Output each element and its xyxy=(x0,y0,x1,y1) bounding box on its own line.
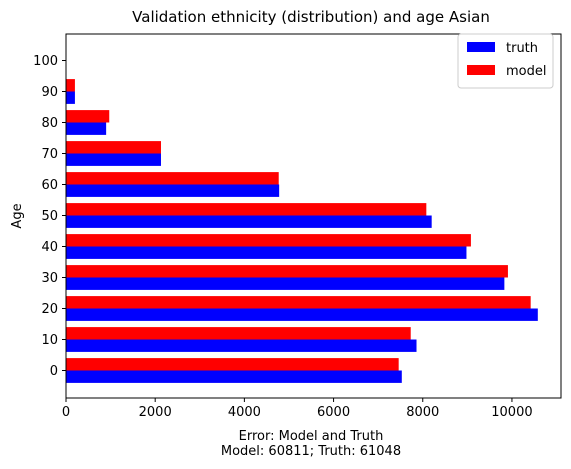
y-axis-label: Age xyxy=(10,203,25,228)
y-tick-label: 0 xyxy=(50,364,58,379)
x-tick-label: 2000 xyxy=(139,405,172,420)
bar-model-age-10 xyxy=(66,327,411,340)
y-tick-label: 50 xyxy=(41,209,58,224)
legend: truth model xyxy=(457,33,554,89)
x-tick-label: 10000 xyxy=(491,405,532,420)
y-tick-label: 60 xyxy=(41,178,58,193)
y-tick-label: 40 xyxy=(41,240,58,255)
bar-model-age-90 xyxy=(66,79,75,92)
x-axis-label-line-1: Error: Model and Truth xyxy=(239,429,384,444)
bar-model-age-70 xyxy=(66,141,161,154)
plot-frame xyxy=(65,33,562,399)
bar-truth-age-50 xyxy=(66,215,432,228)
bar-truth-age-10 xyxy=(66,339,417,352)
x-tick-label: 8000 xyxy=(406,405,439,420)
bar-model-age-50 xyxy=(66,203,427,216)
bar-truth-age-60 xyxy=(66,184,280,197)
bar-model-age-0 xyxy=(66,358,399,371)
x-tick-label: 6000 xyxy=(317,405,350,420)
y-tick-label: 70 xyxy=(41,147,58,162)
y-tick-label: 80 xyxy=(41,116,58,131)
bar-model-age-40 xyxy=(66,234,471,247)
legend-swatch-model xyxy=(467,65,495,75)
legend-label-model: model xyxy=(506,64,546,79)
y-tick-label: 30 xyxy=(41,271,58,286)
legend-swatch-truth xyxy=(467,42,495,52)
bar-model-age-80 xyxy=(66,110,110,123)
x-axis-label-line-2: Model: 60811; Truth: 61048 xyxy=(221,444,401,459)
bar-model-age-30 xyxy=(66,265,508,278)
y-tick-label: 10 xyxy=(41,333,58,348)
y-tick-label: 100 xyxy=(33,54,58,69)
y-axis-ticks: 0 10 20 30 40 50 60 70 80 90 100 xyxy=(33,54,66,379)
bar-truth-age-20 xyxy=(66,308,538,321)
y-tick-label: 90 xyxy=(41,85,58,100)
bar-truth-age-0 xyxy=(66,370,402,383)
x-tick-label: 0 xyxy=(62,405,70,420)
bar-truth-age-80 xyxy=(66,122,107,135)
bar-truth-age-70 xyxy=(66,153,161,166)
bar-truth-age-40 xyxy=(66,246,467,259)
bar-truth-age-30 xyxy=(66,277,505,290)
chart-title: Validation ethnicity (distribution) and … xyxy=(132,8,490,26)
bar-model-age-60 xyxy=(66,172,279,185)
y-tick-label: 20 xyxy=(41,302,58,317)
x-axis-ticks: 0 2000 4000 6000 8000 10000 xyxy=(62,398,533,420)
bars-layer xyxy=(66,79,538,383)
legend-label-truth: truth xyxy=(506,41,538,56)
bar-model-age-20 xyxy=(66,296,531,309)
bar-truth-age-90 xyxy=(66,91,75,104)
x-tick-label: 4000 xyxy=(228,405,261,420)
